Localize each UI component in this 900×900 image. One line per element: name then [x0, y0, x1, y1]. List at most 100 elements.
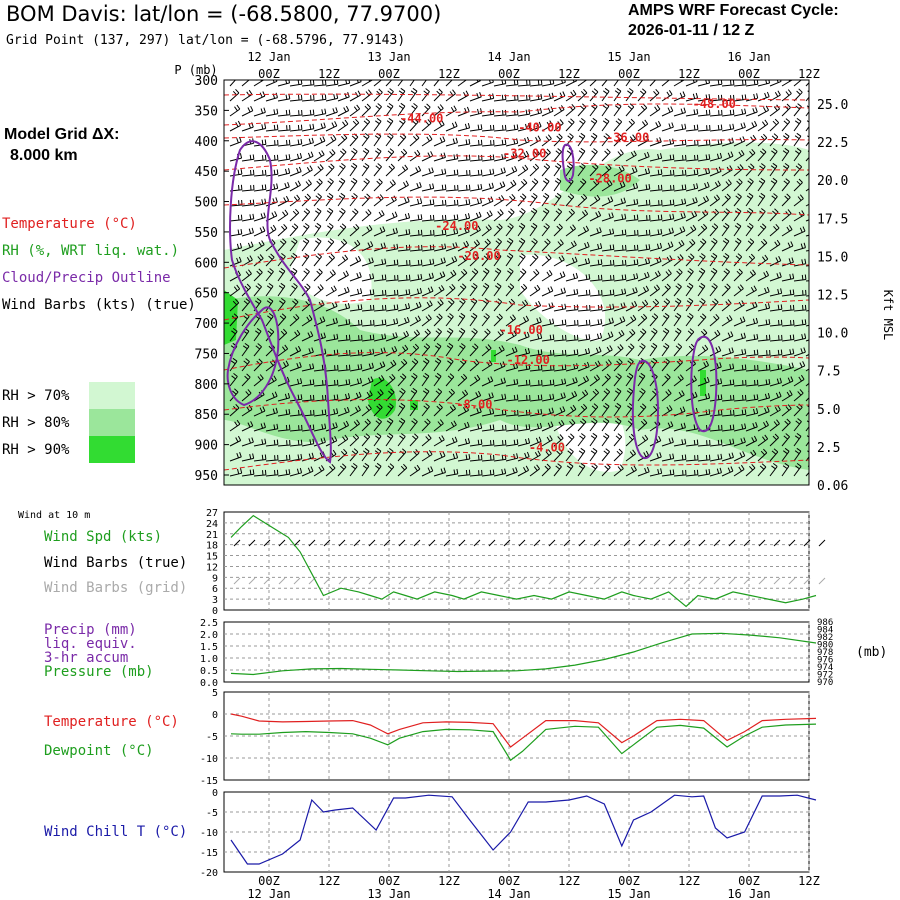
wind-barb [277, 93, 291, 102]
wind-barb [349, 377, 363, 387]
wind-barb [805, 382, 809, 387]
wind-barb [517, 164, 529, 177]
date-label-bottom: 12 Jan [247, 887, 290, 900]
wind-barb [541, 238, 551, 252]
wind-barb [493, 377, 506, 387]
time-tick-label-top: 12Z [318, 67, 340, 81]
wind-barb [361, 304, 375, 312]
rh70-swatch [89, 382, 135, 409]
wind-barb [493, 167, 506, 177]
wind-barb [601, 244, 615, 252]
time-tick-label-bottom: 00Z [378, 874, 400, 888]
wind-barb [577, 447, 586, 462]
wind-barb [397, 80, 404, 87]
wind-barb [349, 319, 363, 327]
wind-barb [385, 80, 393, 87]
panel-tick-label: 0.0 [200, 678, 218, 689]
wind-barb-grid [713, 577, 721, 585]
wind-barb [337, 270, 349, 282]
wind-barb-grid [383, 577, 391, 585]
wind-barb [589, 318, 603, 327]
wind-barb [721, 379, 735, 387]
wind-barb [493, 139, 507, 147]
wind-barb [241, 358, 250, 372]
wind-barb [661, 106, 674, 117]
wind-barb [601, 432, 610, 447]
wind-barb [373, 80, 383, 87]
cross-section-frame [223, 79, 810, 486]
wind-barb [613, 433, 623, 447]
wind-barb [337, 148, 347, 162]
wind-barb [505, 109, 519, 117]
wind-barb [469, 469, 483, 477]
pressure-right-tick: 976 [817, 656, 833, 666]
wind-barb [409, 118, 419, 132]
isotherm-line [224, 399, 809, 418]
wind-barb [505, 314, 516, 327]
wind-barb [229, 214, 243, 222]
wind-barb [697, 223, 708, 237]
wind-barb [325, 207, 334, 222]
wind-barb [625, 328, 636, 342]
wind-barb [625, 465, 637, 477]
wind-barb [661, 154, 675, 162]
isotherm-line [224, 451, 809, 471]
isotherm-label: -40.00 [518, 120, 561, 134]
wind-barb [709, 109, 723, 117]
time-tick-label-top: 12Z [798, 67, 820, 81]
wind-barb [625, 80, 631, 87]
wind-barb [541, 334, 555, 342]
wind-barb [397, 388, 406, 402]
wind-barb [289, 194, 301, 207]
wind-barb [529, 121, 542, 132]
isotherm-line [224, 103, 809, 126]
wind-barb [253, 327, 262, 342]
panel-tick-label: 0 [212, 710, 218, 721]
wind-barb [301, 223, 310, 237]
windchill-line [230, 794, 817, 865]
wind-barb [805, 339, 809, 342]
wind-barb-grid [293, 577, 301, 585]
wind-barb [793, 117, 802, 132]
wind-barb [781, 132, 790, 147]
wind-barb [409, 358, 419, 372]
wind-barb [301, 165, 313, 177]
wind-barb [805, 353, 809, 357]
wind-barb [301, 379, 315, 387]
wind-barb [565, 89, 577, 102]
wind-barb [793, 178, 803, 192]
wind-barb-10m [623, 539, 631, 547]
wind-barb [673, 469, 687, 477]
pressure-tick-label: 550 [195, 226, 218, 241]
isotherm-label: -24.00 [435, 219, 478, 233]
wind-barb [733, 316, 746, 327]
wind-barb [733, 193, 742, 207]
wind-barb [409, 373, 418, 387]
wind-barb [565, 418, 576, 432]
wind-barb [493, 393, 507, 402]
pressure-tick-label: 500 [195, 196, 218, 211]
wind-barb [229, 298, 240, 312]
wind-barb [745, 192, 754, 207]
wind-barb [505, 179, 517, 192]
wind-barb [541, 286, 554, 297]
wind-barb [553, 133, 563, 147]
wind-barb [781, 289, 795, 297]
wind-barb [373, 274, 387, 282]
wind-barb [769, 288, 783, 297]
wind-barb-10m [233, 539, 241, 547]
wind-barb [769, 334, 783, 342]
wind-barb [589, 289, 603, 297]
wind-barb [793, 274, 807, 282]
wind-barb [505, 439, 519, 447]
wind-barb [289, 180, 301, 192]
wind-barb [541, 270, 553, 282]
wind-barb [697, 454, 711, 462]
wind-barb [769, 349, 783, 357]
wind-barb [745, 163, 755, 177]
wind-barb [349, 433, 360, 447]
panel-tick-label: 6 [212, 584, 218, 595]
wind-barb [469, 225, 481, 237]
wind-barb [253, 358, 263, 372]
wind-barb [649, 468, 663, 477]
